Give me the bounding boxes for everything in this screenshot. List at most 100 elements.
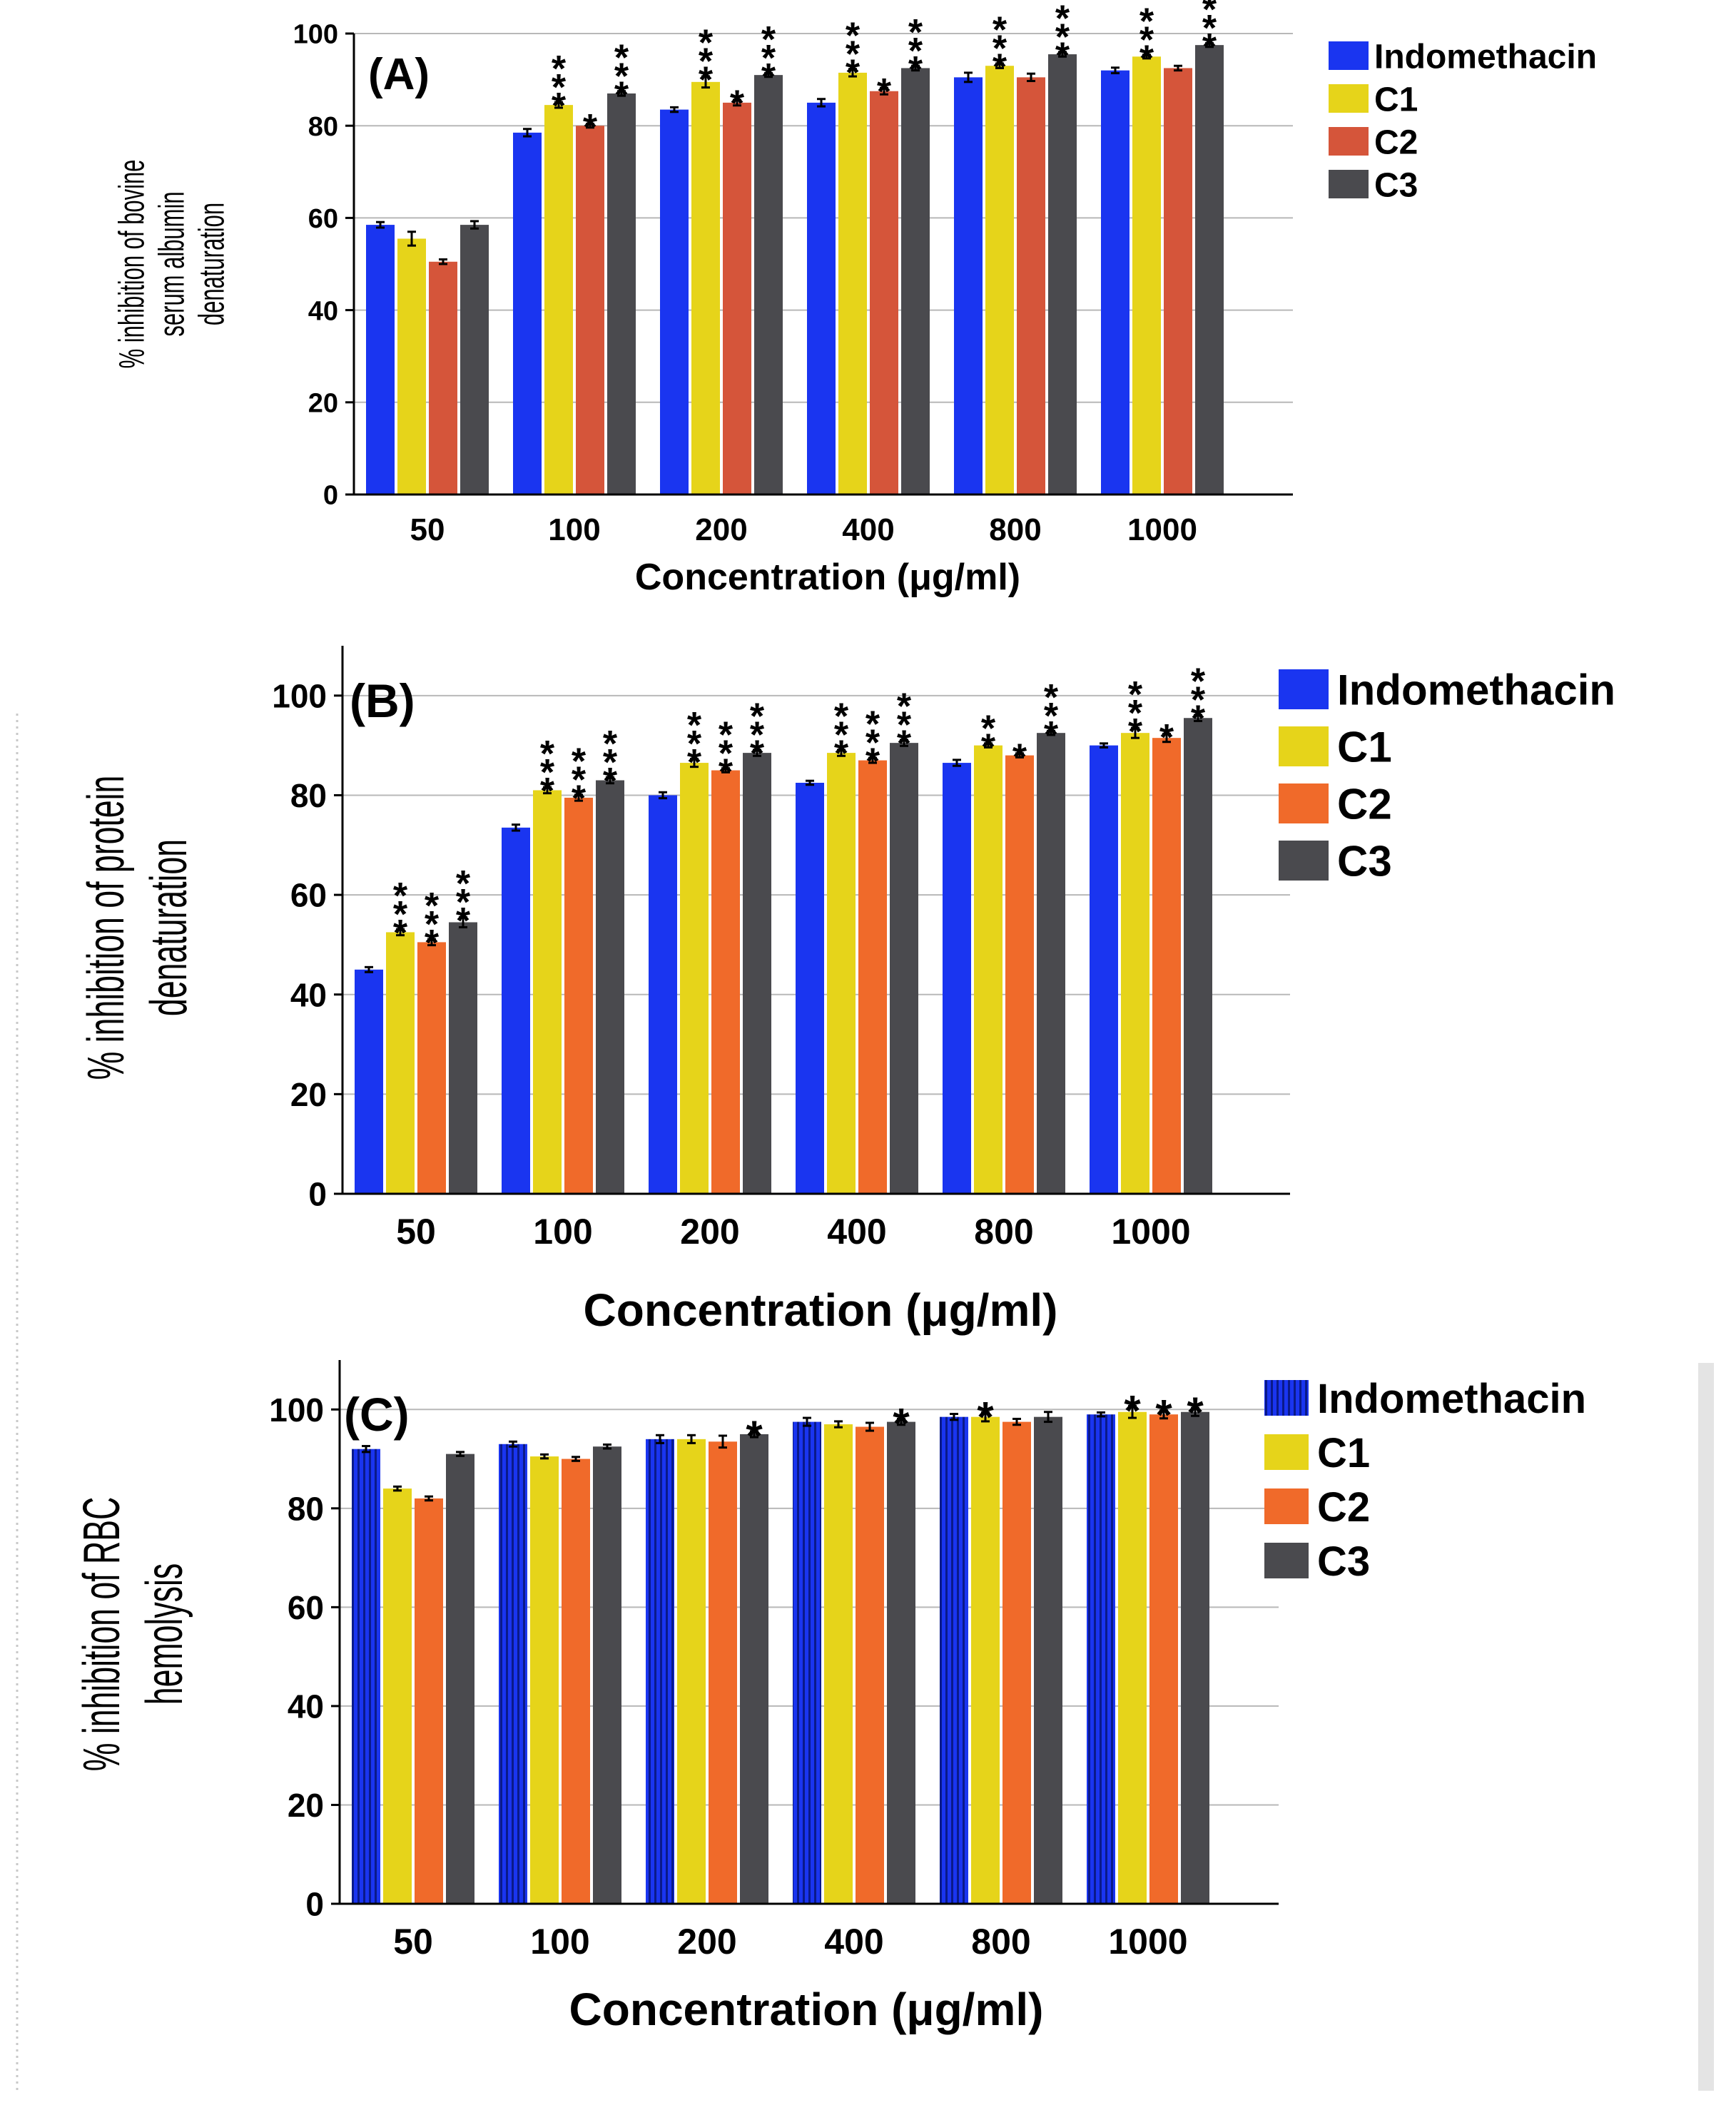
panel-c-y-axis-label-line: % inhibition of RBC — [73, 1497, 131, 1772]
panel-a-y-axis-label-line: serum albumin — [151, 191, 191, 336]
panel-b-significance-star: * — [393, 894, 408, 935]
panel-a-legend-swatch-indomethacin — [1329, 41, 1369, 70]
panel-c-bar-c1-100 — [530, 1456, 559, 1904]
panel-c-x-axis-label: Concentration (μg/ml) — [569, 1984, 1044, 2035]
panel-c-y-axis-label-line: hemolysis — [136, 1563, 193, 1705]
panel-b-bar-c3-800 — [1037, 733, 1065, 1194]
panel-a-significance-star: * — [846, 15, 861, 56]
panel-c-significance-star: * — [1187, 1389, 1204, 1436]
panel-b-significance-star: * — [687, 705, 702, 746]
panel-b-significance-star: * — [719, 751, 734, 793]
panel-b-significance-star: * — [1128, 711, 1143, 753]
panel-c-bar-c2-400 — [856, 1426, 884, 1904]
panel-c-ytick-label: 60 — [288, 1589, 324, 1626]
panel-a-bar-c3-50 — [460, 225, 489, 494]
panel-a-significance-star: * — [1139, 1, 1154, 42]
panel-a-significance-star: * — [1139, 38, 1154, 79]
panel-a-bar-indomethacin-100 — [513, 132, 542, 494]
panel-a-bar-indomethacin-1000 — [1101, 70, 1130, 495]
panel-a-bar-indomethacin-400 — [807, 102, 836, 494]
panel-b-significance-star: * — [425, 923, 440, 964]
panel-b-bar-c3-100 — [596, 780, 624, 1194]
panel-a-bar-c1-800 — [985, 66, 1014, 495]
panel-a-significance-star: * — [552, 67, 567, 108]
panel-b-significance-star: * — [456, 863, 471, 905]
panel-b-significance-star: * — [425, 886, 440, 927]
panel-b-ytick-label: 100 — [272, 677, 327, 714]
panel-b-bar-c2-200 — [711, 770, 740, 1194]
panel-a-significance-star: * — [993, 29, 1007, 70]
panel-a-significance-star: * — [1139, 19, 1154, 61]
panel-b-bar-c2-1000 — [1152, 738, 1181, 1194]
panel-a-bar-indomethacin-800 — [954, 77, 983, 495]
panel-b-ytick-label: 20 — [290, 1076, 327, 1113]
panel-a-bar-c3-200 — [754, 75, 783, 494]
panel-b-ytick-label: 80 — [290, 777, 327, 814]
panel-a-bar-c1-50 — [397, 238, 426, 494]
panel-c-legend-swatch-indomethacin — [1264, 1380, 1309, 1416]
panel-b-significance-star: * — [603, 761, 618, 802]
panel-a-significance-star: * — [552, 49, 567, 90]
panel-b-significance-star: * — [425, 904, 440, 945]
panel-c-bar-indomethacin-200 — [646, 1439, 674, 1904]
panel-b-significance-star: * — [572, 741, 587, 782]
panel-b-bar-indomethacin-400 — [796, 783, 824, 1194]
panel-b-significance-star: * — [1044, 696, 1059, 737]
panel-b-bar-indomethacin-100 — [502, 827, 530, 1194]
panel-b-bar-c3-50 — [449, 922, 477, 1194]
panel-a-bar-indomethacin-200 — [660, 109, 689, 495]
panel-a-xtick-label: 100 — [548, 512, 600, 547]
panel-a-legend-label-c1: C1 — [1374, 81, 1418, 118]
panel-b-legend-swatch-indomethacin — [1279, 669, 1329, 709]
panel-c-bar-c1-50 — [383, 1488, 412, 1904]
panel-b-significance-star: * — [572, 778, 587, 819]
panel-b-significance-star: * — [572, 759, 587, 801]
panel-a-significance-star: * — [699, 41, 714, 83]
panel-b-significance-star: * — [540, 752, 555, 793]
panel-b-significance-star: * — [603, 724, 618, 765]
panel-a-ytick-label: 20 — [308, 388, 338, 418]
panel-b-significance-star: * — [687, 742, 702, 783]
panel-c-legend-swatch-c1 — [1264, 1434, 1309, 1470]
panel-b-legend-label-c1: C1 — [1337, 724, 1392, 771]
panel-b-significance-star: * — [750, 734, 765, 775]
panel-b-bar-c2-400 — [858, 760, 887, 1194]
panel-a-significance-star: * — [699, 60, 714, 101]
panel-b-significance-star: * — [540, 734, 555, 775]
panel-a-panel-label: (A) — [368, 50, 430, 99]
panel-c-bar-c2-800 — [1002, 1421, 1031, 1904]
panel-b-bar-indomethacin-200 — [649, 795, 677, 1194]
panel-a-significance-star: * — [846, 52, 861, 93]
panel-b-significance-star: * — [1191, 699, 1206, 740]
panel-c-ytick-label: 80 — [288, 1490, 324, 1527]
panel-a-ytick-label: 60 — [308, 204, 338, 234]
panel-c-bar-c1-1000 — [1118, 1411, 1147, 1904]
panel-a-bar-c3-800 — [1048, 54, 1077, 494]
panel-a-legend-swatch-c2 — [1329, 127, 1369, 156]
panel-a-significance-star: * — [699, 23, 714, 64]
panel-b-xtick-label: 100 — [533, 1212, 592, 1252]
panel-a-significance-star: * — [1202, 8, 1217, 49]
panel-c-bar-indomethacin-800 — [940, 1416, 968, 1904]
panel-c-y-axis-label: % inhibition of RBC hemolysis — [73, 1497, 193, 1772]
panel-b-significance-star: * — [866, 723, 880, 764]
panel-a-significance-star: * — [908, 31, 923, 72]
panel-c-legend-label-indomethacin: Indomethacin — [1317, 1376, 1586, 1422]
panel-b-panel-label: (B) — [350, 674, 415, 727]
panel-a-legend-label-c2: C2 — [1374, 123, 1418, 161]
panel-a-significance-star: * — [614, 37, 629, 78]
panel-b-bar-c3-400 — [890, 743, 918, 1194]
panel-c-bar-c2-100 — [562, 1459, 590, 1904]
panel-a-significance-star: * — [1202, 26, 1217, 68]
panel-c-ytick-label: 40 — [288, 1688, 324, 1725]
panel-a-legend-label-indomethacin: Indomethacin — [1374, 38, 1597, 76]
panel-a-xtick-label: 200 — [695, 512, 747, 547]
panel-a-significance-star: * — [993, 47, 1007, 88]
panel-c-bar-c3-50 — [446, 1454, 474, 1904]
panel-b-bar-c1-400 — [827, 753, 856, 1194]
panel-b-significance-star: * — [393, 876, 408, 917]
panel-b-significance-star: * — [897, 705, 912, 746]
panel-c-bar-c3-400 — [887, 1421, 915, 1904]
panel-b-bar-c1-50 — [386, 932, 415, 1194]
